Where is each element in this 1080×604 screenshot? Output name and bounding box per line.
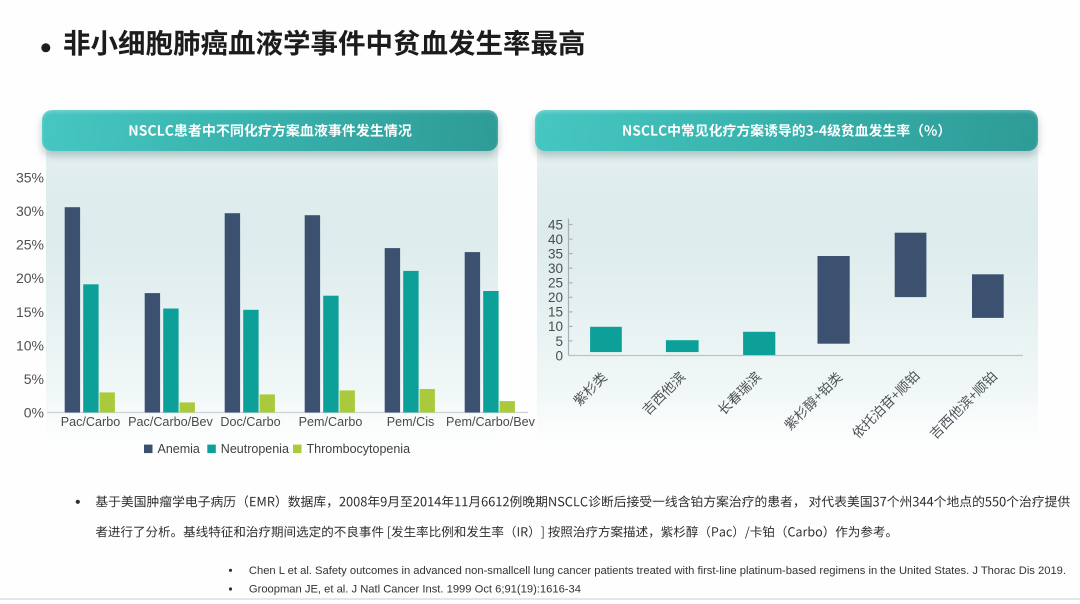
svg-text:0: 0 [555,348,563,363]
svg-text:5%: 5% [24,371,44,387]
svg-text:35: 35 [548,246,563,261]
svg-text:10%: 10% [16,337,44,353]
svg-text:Groopman JE, et al. J Natl Can: Groopman JE, et al. J Natl Cancer Inst. … [249,584,581,596]
svg-text:Thrombocytopenia: Thrombocytopenia [307,442,411,456]
svg-text:0%: 0% [24,404,44,420]
svg-text:Chen L et al. Safety outcomes: Chen L et al. Safety outcomes in advance… [249,565,1066,577]
svg-text:45: 45 [548,217,563,232]
svg-text:20: 20 [548,290,563,305]
svg-text:Pem/Carbo/Bev: Pem/Carbo/Bev [446,415,536,429]
svg-text:20%: 20% [16,270,44,286]
svg-text:10: 10 [548,319,563,334]
svg-text:25%: 25% [16,237,44,253]
svg-text:40: 40 [548,232,563,247]
svg-text:30%: 30% [16,203,44,219]
svg-text:Pem/Carbo: Pem/Carbo [299,415,363,429]
svg-text:Pem/Cis: Pem/Cis [387,415,435,429]
svg-text:Pac/Carbo: Pac/Carbo [61,415,121,429]
svg-text:35%: 35% [16,170,44,186]
svg-text:25: 25 [548,276,563,291]
svg-text:15%: 15% [16,304,44,320]
svg-text:Pac/Carbo/Bev: Pac/Carbo/Bev [128,415,213,429]
svg-text:5: 5 [555,334,563,349]
svg-text:Neutropenia: Neutropenia [221,442,289,456]
svg-text:Anemia: Anemia [158,442,200,456]
svg-text:15: 15 [548,305,563,320]
svg-text:Doc/Carbo: Doc/Carbo [220,415,280,429]
svg-text:30: 30 [548,261,563,276]
